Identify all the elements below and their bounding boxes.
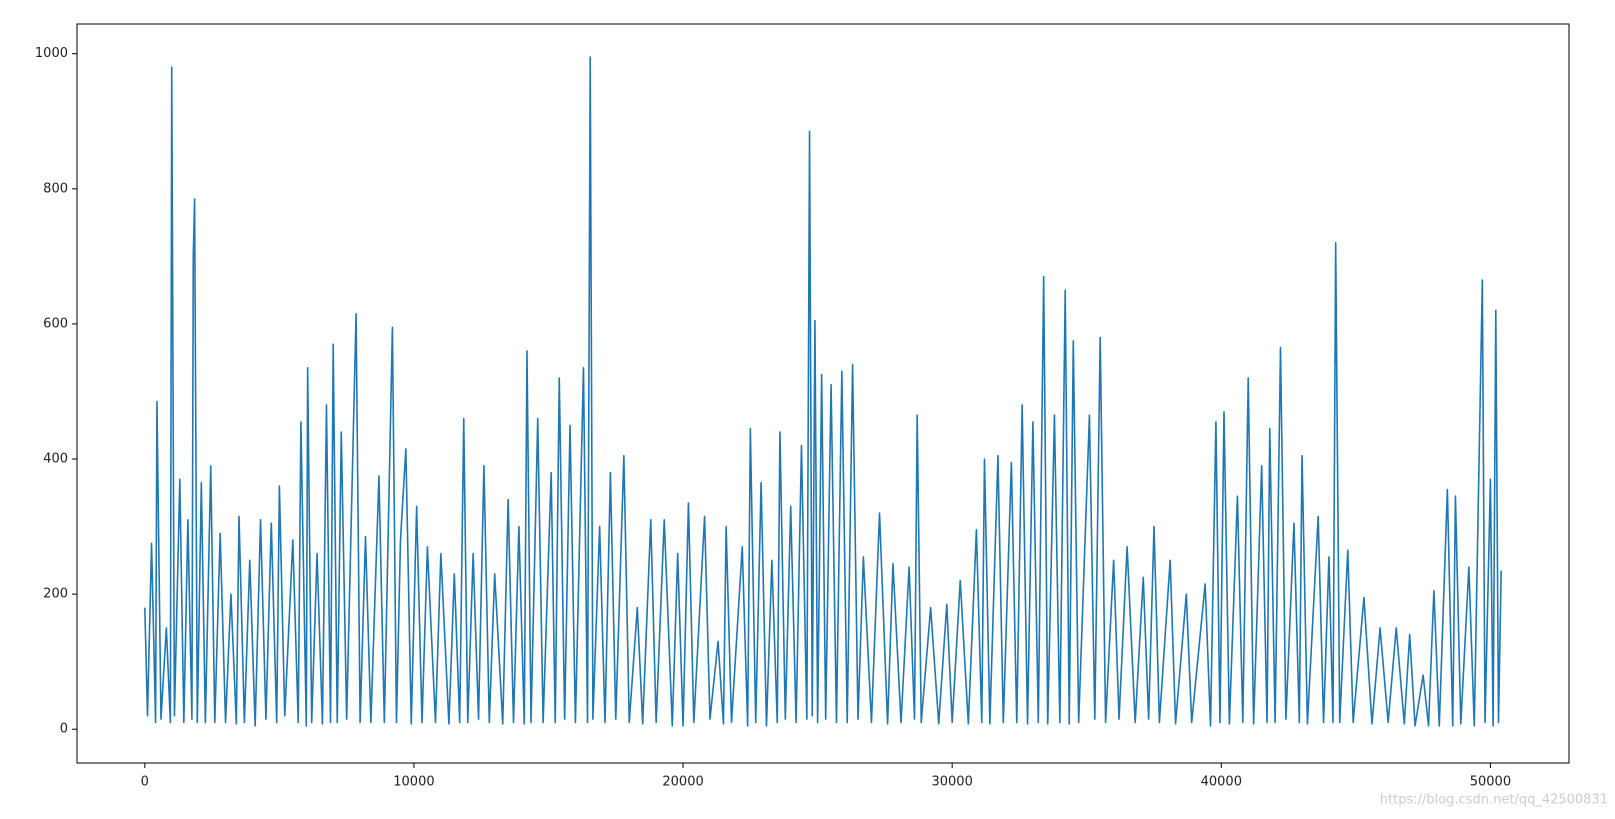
y-tick-label: 0 <box>60 722 68 737</box>
data-line <box>144 56 1502 727</box>
x-tick-label: 0 <box>141 775 149 790</box>
x-tick-label: 30000 <box>931 775 972 790</box>
y-tick-label: 400 <box>43 452 68 467</box>
x-tick-label: 50000 <box>1470 775 1511 790</box>
y-tick-label: 800 <box>43 181 68 196</box>
y-tick-label: 1000 <box>35 46 68 61</box>
y-tick-label: 600 <box>43 316 68 331</box>
y-tick-label: 200 <box>43 587 68 602</box>
x-tick-label: 20000 <box>662 775 703 790</box>
x-tick-label: 10000 <box>393 775 434 790</box>
x-tick-label: 40000 <box>1201 775 1242 790</box>
plot-frame <box>76 23 1570 764</box>
watermark: https://blog.csdn.net/qq_42500831 <box>1380 793 1608 808</box>
